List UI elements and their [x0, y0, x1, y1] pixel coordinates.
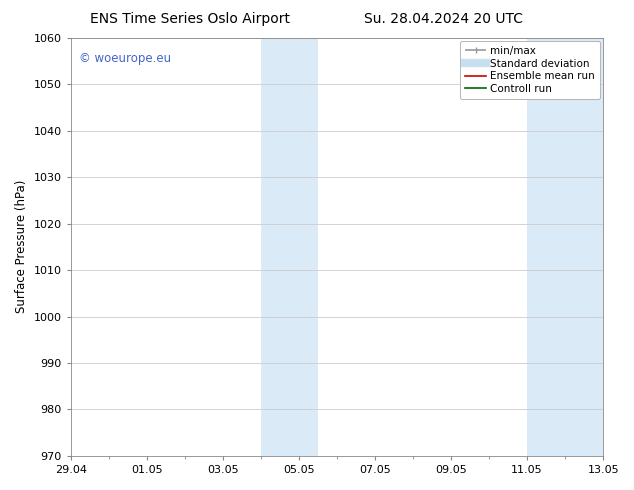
Text: © woeurope.eu: © woeurope.eu [79, 52, 171, 65]
Y-axis label: Surface Pressure (hPa): Surface Pressure (hPa) [15, 180, 28, 314]
Text: ENS Time Series Oslo Airport: ENS Time Series Oslo Airport [90, 12, 290, 26]
Text: Su. 28.04.2024 20 UTC: Su. 28.04.2024 20 UTC [365, 12, 523, 26]
Legend: min/max, Standard deviation, Ensemble mean run, Controll run: min/max, Standard deviation, Ensemble me… [460, 41, 600, 99]
Bar [261, 38, 318, 456]
Bar [527, 38, 603, 456]
